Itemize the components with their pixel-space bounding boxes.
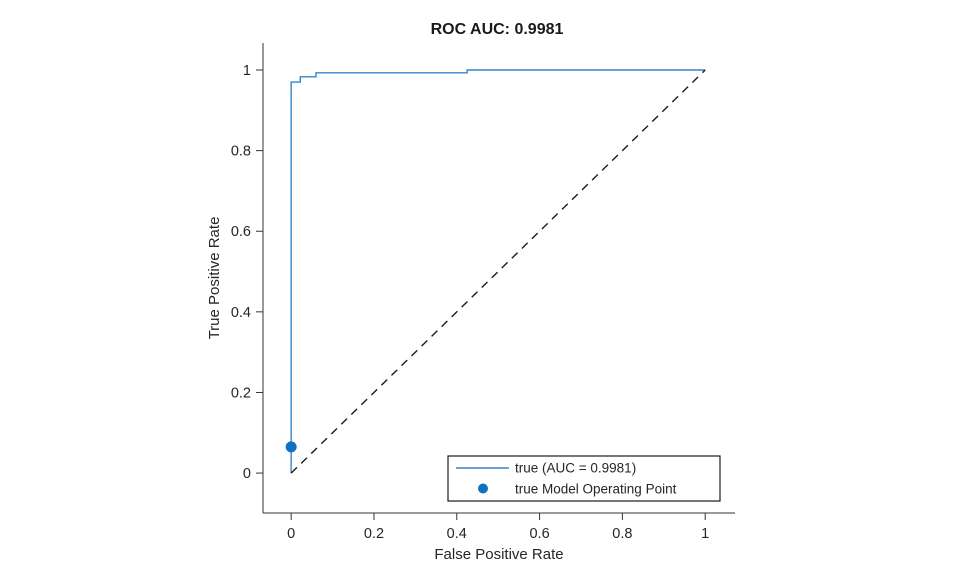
model-operating-point-marker	[285, 441, 297, 453]
x-tick-label: 1	[701, 526, 709, 542]
legend-entry-roc: true (AUC = 0.9981)	[515, 461, 636, 476]
roc-curve	[290, 69, 706, 474]
legend-entry-operating-point: true Model Operating Point	[515, 482, 677, 497]
y-axis-label: True Positive Rate	[206, 217, 223, 340]
reference-diagonal-line	[290, 69, 706, 474]
x-tick-label: 0.8	[612, 526, 632, 542]
plot-data-layer	[285, 69, 706, 474]
chart-title: ROC AUC: 0.9981	[431, 21, 564, 38]
x-tick-label: 0.6	[529, 526, 549, 542]
x-tick-label: 0.4	[447, 526, 467, 542]
x-tick-label: 0.2	[364, 526, 384, 542]
x-tick-label: 0	[287, 526, 295, 542]
y-tick-label: 0.6	[231, 224, 251, 240]
y-tick-label: 1	[243, 63, 251, 79]
legend: true (AUC = 0.9981) true Model Operating…	[447, 455, 721, 502]
x-axis-label: False Positive Rate	[434, 546, 563, 563]
legend-operating-point-marker	[478, 483, 488, 494]
ticks-layer: 0 0.2 0.4 0.6 0.8 1 0 0.2 0.4 0.6 0.8 1	[231, 63, 709, 542]
y-tick-label: 0.4	[231, 305, 251, 321]
y-tick-label: 0	[243, 466, 251, 482]
legend-box	[447, 455, 721, 502]
axes-layer: 0 0.2 0.4 0.6 0.8 1 0 0.2 0.4 0.6 0.8 1	[231, 43, 735, 542]
y-tick-label: 0.2	[231, 385, 251, 401]
y-tick-label: 0.8	[231, 144, 251, 160]
